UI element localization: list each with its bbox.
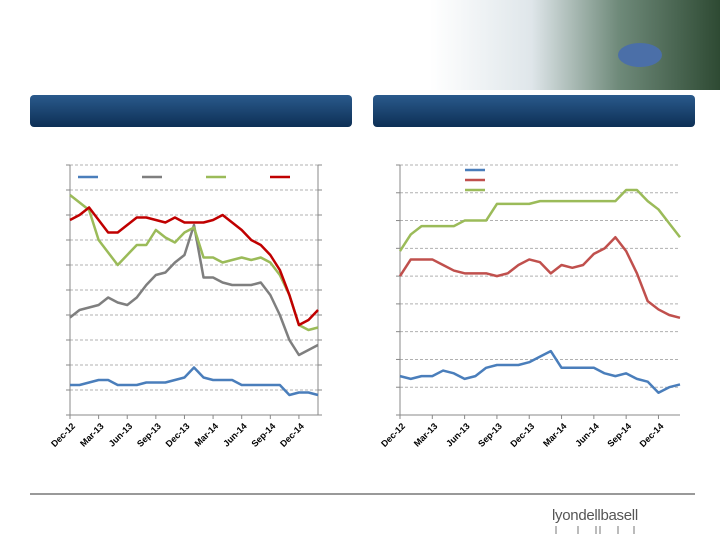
series-line bbox=[69, 223, 319, 357]
x-tick-label: Mar-13 bbox=[78, 421, 106, 449]
x-tick-label: Dec-14 bbox=[278, 421, 306, 449]
x-tick-label: Sep-13 bbox=[135, 421, 163, 449]
x-tick-label: Mar-14 bbox=[193, 421, 221, 449]
x-tick-label: Dec-14 bbox=[638, 421, 666, 449]
x-tick-label: Sep-14 bbox=[605, 421, 633, 449]
x-tick-label: Dec-12 bbox=[379, 421, 407, 449]
series-line bbox=[69, 206, 319, 327]
bird bbox=[618, 43, 662, 67]
x-tick-label: Mar-13 bbox=[412, 421, 440, 449]
x-tick-label: Sep-14 bbox=[249, 421, 277, 449]
logo: lyondellbasell bbox=[552, 507, 638, 524]
x-tick-label: Jun-14 bbox=[221, 421, 249, 449]
x-tick-label: Jun-13 bbox=[444, 421, 472, 449]
x-tick-label: Mar-14 bbox=[541, 421, 569, 449]
title-bar bbox=[30, 95, 352, 127]
x-tick-label: Jun-14 bbox=[573, 421, 601, 449]
x-tick-label: Sep-13 bbox=[476, 421, 504, 449]
title-bar bbox=[373, 95, 695, 127]
series-line bbox=[398, 235, 681, 319]
banner-image bbox=[430, 0, 720, 90]
x-tick-label: Jun-13 bbox=[107, 421, 135, 449]
series-line bbox=[398, 188, 681, 252]
series-line bbox=[399, 349, 681, 395]
x-tick-label: Dec-12 bbox=[49, 421, 77, 449]
series-line bbox=[70, 366, 319, 397]
series-line bbox=[69, 194, 319, 332]
x-tick-label: Dec-13 bbox=[164, 421, 192, 449]
x-tick-label: Dec-13 bbox=[508, 421, 536, 449]
logo-marks bbox=[555, 526, 635, 534]
